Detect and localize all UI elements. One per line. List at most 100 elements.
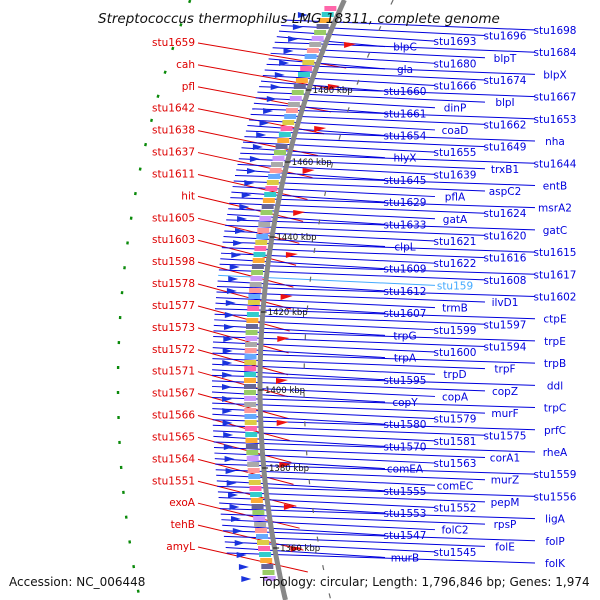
gene-label-stu1674[interactable]: stu1674 xyxy=(484,75,527,87)
gene-label-copz[interactable]: copZ xyxy=(492,386,518,398)
gene-label-stu1611[interactable]: stu1611 xyxy=(152,168,195,180)
gene-label-blpx[interactable]: blpX xyxy=(543,69,566,81)
gene-label-pepm[interactable]: pepM xyxy=(491,497,520,509)
gene-label-stu1615[interactable]: stu1615 xyxy=(534,247,577,259)
gene-label-blpt[interactable]: blpT xyxy=(494,53,517,65)
gene-label-copy[interactable]: copY xyxy=(392,397,418,409)
gene-label-stu1599[interactable]: stu1599 xyxy=(434,325,477,337)
gene-label-stu1655[interactable]: stu1655 xyxy=(434,147,477,159)
gene-label-stu1602[interactable]: stu1602 xyxy=(534,292,577,304)
gene-label-stu1645[interactable]: stu1645 xyxy=(384,175,427,187)
gene-label-stu1633[interactable]: stu1633 xyxy=(384,219,427,231)
gene-label-stu1649[interactable]: stu1649 xyxy=(484,142,527,154)
gene-label-rpsp[interactable]: rpsP xyxy=(494,519,517,531)
gene-label-stu1572[interactable]: stu1572 xyxy=(152,344,195,356)
gene-label-stu1603[interactable]: stu1603 xyxy=(152,234,195,246)
gene-label-stu1622[interactable]: stu1622 xyxy=(434,258,477,270)
gene-label-stu1654[interactable]: stu1654 xyxy=(384,130,427,142)
gene-label-cora1[interactable]: corA1 xyxy=(490,453,520,465)
gene-label-comec[interactable]: comEC xyxy=(437,480,473,492)
gene-label-stu1662[interactable]: stu1662 xyxy=(484,119,527,131)
gene-label-gla[interactable]: gla xyxy=(397,64,413,76)
gene-label-stu159[interactable]: stu159 xyxy=(437,280,473,292)
gene-label-stu1644[interactable]: stu1644 xyxy=(534,158,577,170)
gene-label-hlyx[interactable]: hlyX xyxy=(394,153,417,165)
gene-label-murf[interactable]: murF xyxy=(491,408,518,420)
gene-label-stu1571[interactable]: stu1571 xyxy=(152,366,195,378)
gene-label-stu1575[interactable]: stu1575 xyxy=(484,430,527,442)
gene-label-stu1552[interactable]: stu1552 xyxy=(434,502,477,514)
gene-label-stu1620[interactable]: stu1620 xyxy=(484,230,527,242)
gene-label-stu1547[interactable]: stu1547 xyxy=(384,530,427,542)
gene-label-trpa[interactable]: trpA xyxy=(394,353,417,365)
gene-label-pfl[interactable]: pfl xyxy=(182,81,195,93)
gene-label-stu1577[interactable]: stu1577 xyxy=(152,300,195,312)
gene-label-stu1621[interactable]: stu1621 xyxy=(434,236,477,248)
gene-label-stu1567[interactable]: stu1567 xyxy=(152,388,195,400)
gene-label-stu1553[interactable]: stu1553 xyxy=(384,508,427,520)
gene-label-exoa[interactable]: exoA xyxy=(169,497,196,509)
gene-label-stu1667[interactable]: stu1667 xyxy=(534,92,577,104)
gene-label-liga[interactable]: ligA xyxy=(545,514,565,526)
gene-label-ilvd1[interactable]: ilvD1 xyxy=(492,297,519,309)
gene-label-fole[interactable]: folE xyxy=(495,541,515,553)
gene-label-folc2[interactable]: folC2 xyxy=(441,525,468,537)
gene-label-trpe[interactable]: trpE xyxy=(544,336,566,348)
gene-label-coad[interactable]: coaD xyxy=(442,125,469,137)
gene-label-stu1624[interactable]: stu1624 xyxy=(484,208,527,220)
gene-label-stu1594[interactable]: stu1594 xyxy=(484,341,527,353)
gene-label-stu1556[interactable]: stu1556 xyxy=(534,491,577,503)
gene-label-ctpe[interactable]: ctpE xyxy=(543,314,566,326)
gene-label-trpg[interactable]: trpG xyxy=(393,330,416,342)
gene-label-stu1666[interactable]: stu1666 xyxy=(434,81,477,93)
gene-label-stu1661[interactable]: stu1661 xyxy=(384,108,427,120)
gene-label-stu1564[interactable]: stu1564 xyxy=(152,453,195,465)
gene-label-stu1579[interactable]: stu1579 xyxy=(434,414,477,426)
gene-label-cah[interactable]: cah xyxy=(176,59,195,71)
gene-label-stu1609[interactable]: stu1609 xyxy=(384,264,427,276)
gene-label-stu1637[interactable]: stu1637 xyxy=(152,147,195,159)
gene-label-stu1595[interactable]: stu1595 xyxy=(384,375,427,387)
gene-label-copa[interactable]: copA xyxy=(442,391,469,403)
gene-label-trpf[interactable]: trpF xyxy=(494,364,515,376)
gene-label-stu1555[interactable]: stu1555 xyxy=(384,486,427,498)
gene-label-stu1642[interactable]: stu1642 xyxy=(152,103,195,115)
gene-label-folp[interactable]: folP xyxy=(545,536,564,548)
gene-label-stu1638[interactable]: stu1638 xyxy=(152,125,195,137)
gene-label-stu1573[interactable]: stu1573 xyxy=(152,322,195,334)
gene-label-aspc2[interactable]: aspC2 xyxy=(489,186,522,198)
gene-label-trxb1[interactable]: trxB1 xyxy=(491,164,519,176)
gene-label-murz[interactable]: murZ xyxy=(491,475,519,487)
gene-label-stu1698[interactable]: stu1698 xyxy=(534,25,577,37)
gene-label-stu1607[interactable]: stu1607 xyxy=(384,308,427,320)
gene-label-stu1597[interactable]: stu1597 xyxy=(484,319,527,331)
gene-label-stu1612[interactable]: stu1612 xyxy=(384,286,427,298)
gene-label-stu1570[interactable]: stu1570 xyxy=(384,441,427,453)
gene-label-trpd[interactable]: trpD xyxy=(443,369,466,381)
gene-label-stu1551[interactable]: stu1551 xyxy=(152,475,195,487)
gene-label-stu1605[interactable]: stu1605 xyxy=(152,212,195,224)
gene-label-gata[interactable]: gatA xyxy=(443,214,468,226)
gene-label-entb[interactable]: entB xyxy=(543,180,567,192)
gene-label-blpc[interactable]: blpC xyxy=(393,42,417,54)
gene-label-hit[interactable]: hit xyxy=(181,190,195,202)
gene-label-folk[interactable]: folK xyxy=(545,558,566,570)
gene-label-stu1565[interactable]: stu1565 xyxy=(152,431,195,443)
gene-label-gatc[interactable]: gatC xyxy=(543,225,568,237)
gene-label-pfla[interactable]: pflA xyxy=(445,192,466,204)
gene-label-amyl[interactable]: amyL xyxy=(166,541,195,553)
gene-label-stu1693[interactable]: stu1693 xyxy=(434,36,477,48)
gene-label-stu1684[interactable]: stu1684 xyxy=(534,47,577,59)
gene-label-stu1580[interactable]: stu1580 xyxy=(384,419,427,431)
gene-label-stu1608[interactable]: stu1608 xyxy=(484,275,527,287)
gene-label-stu1598[interactable]: stu1598 xyxy=(152,256,195,268)
gene-label-msra2[interactable]: msrA2 xyxy=(538,203,572,215)
gene-label-stu1563[interactable]: stu1563 xyxy=(434,458,477,470)
gene-label-stu1617[interactable]: stu1617 xyxy=(534,269,577,281)
gene-label-trmb[interactable]: trmB xyxy=(442,303,468,315)
gene-label-stu1696[interactable]: stu1696 xyxy=(484,31,527,43)
gene-label-ddl[interactable]: ddl xyxy=(547,380,563,392)
gene-label-stu1653[interactable]: stu1653 xyxy=(534,114,577,126)
gene-label-trpb[interactable]: trpB xyxy=(544,358,566,370)
gene-label-stu1680[interactable]: stu1680 xyxy=(434,58,477,70)
